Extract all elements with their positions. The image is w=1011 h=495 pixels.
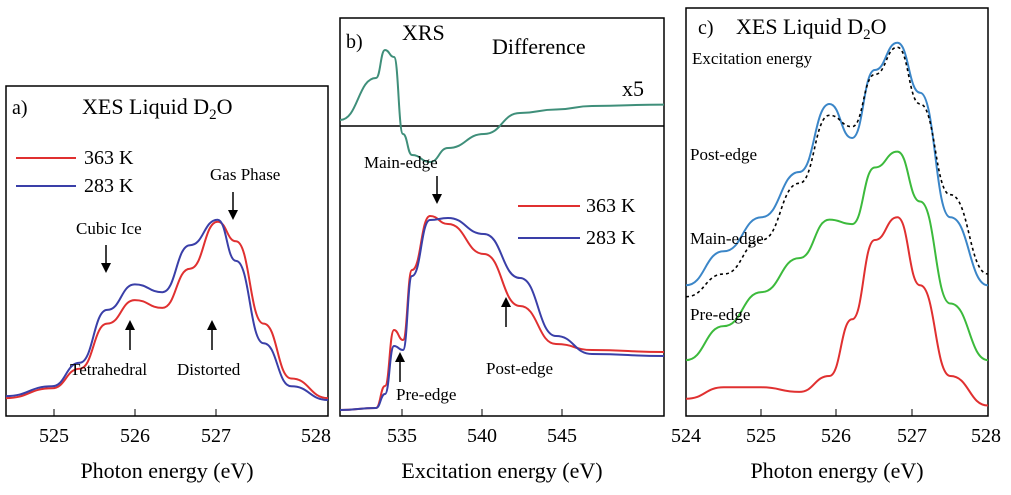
panel-c-xticks: 524 525 526 527 528 [671, 409, 1001, 447]
trace-label-main-edge: Main-edge [690, 229, 764, 248]
panel-a-xticks: 525 526 527 528 [39, 409, 331, 447]
panel-b-annotations: Main-edge Pre-edge Post-edge [364, 153, 553, 404]
xtick-label-c-527: 527 [897, 425, 927, 447]
series-line-post-edge [685, 41, 989, 287]
series-line-pre-edge [685, 216, 989, 407]
panel-a-plot [5, 218, 329, 401]
panel-b-legend: 363 K 283 K [518, 195, 636, 249]
series-line-main-edge [685, 150, 989, 362]
trace-label-pre-edge: Pre-edge [690, 305, 750, 324]
xtick-label-c-524: 524 [671, 425, 701, 447]
series-line-difference-x5 [339, 48, 665, 164]
xtick-label-a-527: 527 [201, 425, 231, 447]
arrowhead-tetrahedral [125, 320, 135, 330]
arrowhead-cubic-ice [101, 263, 111, 273]
xtick-label-c-528: 528 [971, 425, 1001, 447]
arrowhead-distorted [207, 320, 217, 330]
series-line-283-k [5, 218, 329, 401]
panel-b: b) XRS Difference x5 363 K 283 K Main-ed… [339, 17, 665, 483]
panel-b-xticks: 535 540 545 [387, 409, 577, 447]
arrowhead-post-edge [501, 297, 511, 307]
panel-c-label: c) [698, 17, 714, 39]
annotation-gas-phase: Gas Phase [210, 165, 280, 184]
xtick-label-c-526: 526 [821, 425, 851, 447]
xtick-label-b-545: 545 [547, 425, 577, 447]
series-line-363-k [339, 214, 665, 411]
arrowhead-main-edge [432, 194, 442, 204]
annotation-main-edge: Main-edge [364, 153, 438, 172]
panel-c-plot [685, 41, 989, 407]
panel-b-plot [339, 48, 665, 411]
xtick-label-c-525: 525 [746, 425, 776, 447]
annotation-tetrahedral: Tetrahedral [70, 360, 147, 379]
annotation-cubic-ice: Cubic Ice [76, 219, 142, 238]
panel-a-title: XES Liquid D2O [82, 94, 233, 123]
panel-a-annotations: Gas Phase Cubic Ice Tetrahedral Distorte… [70, 165, 280, 379]
panel-a-xlabel: Photon energy (eV) [80, 458, 253, 483]
legend-b-label-283K: 283 K [586, 227, 636, 249]
panel-c-frame [685, 7, 989, 417]
series-line-363-k [5, 220, 329, 400]
panel-b-label: b) [346, 31, 363, 53]
legend-label-283K: 283 K [84, 175, 134, 197]
legend-label-363K: 363 K [84, 147, 134, 169]
panel-c-subtitle: Excitation energy [692, 49, 813, 68]
panel-b-difference: Difference [492, 34, 586, 59]
panel-c: c) XES Liquid D2O Excitation energy Post… [671, 7, 1001, 483]
panel-b-frame [339, 17, 665, 417]
series-line-283-k [339, 216, 665, 411]
xtick-label-b-535: 535 [387, 425, 417, 447]
panel-a: a) XES Liquid D2O 363 K 283 K Gas Phase … [5, 85, 331, 483]
trace-label-post-edge: Post-edge [690, 145, 757, 164]
panel-c-xlabel: Photon energy (eV) [750, 458, 923, 483]
annotation-post-edge: Post-edge [486, 359, 553, 378]
panel-b-xlabel: Excitation energy (eV) [401, 458, 602, 483]
panel-b-scale: x5 [622, 76, 644, 101]
annotation-pre-edge: Pre-edge [396, 385, 456, 404]
panel-a-legend: 363 K 283 K [16, 147, 134, 197]
xtick-label-a-528: 528 [301, 425, 331, 447]
xtick-label-b-540: 540 [467, 425, 497, 447]
panel-a-label: a) [12, 97, 28, 119]
arrowhead-pre-edge [395, 352, 405, 362]
xtick-label-a-525: 525 [39, 425, 69, 447]
series-line-reference [685, 46, 989, 298]
xtick-label-a-526: 526 [120, 425, 150, 447]
annotation-distorted: Distorted [177, 360, 241, 379]
arrowhead-gas-phase [228, 210, 238, 220]
panel-c-title: XES Liquid D2O [736, 14, 887, 43]
panel-a-frame [5, 85, 329, 417]
panel-b-title: XRS [402, 20, 445, 45]
legend-b-label-363K: 363 K [586, 195, 636, 217]
